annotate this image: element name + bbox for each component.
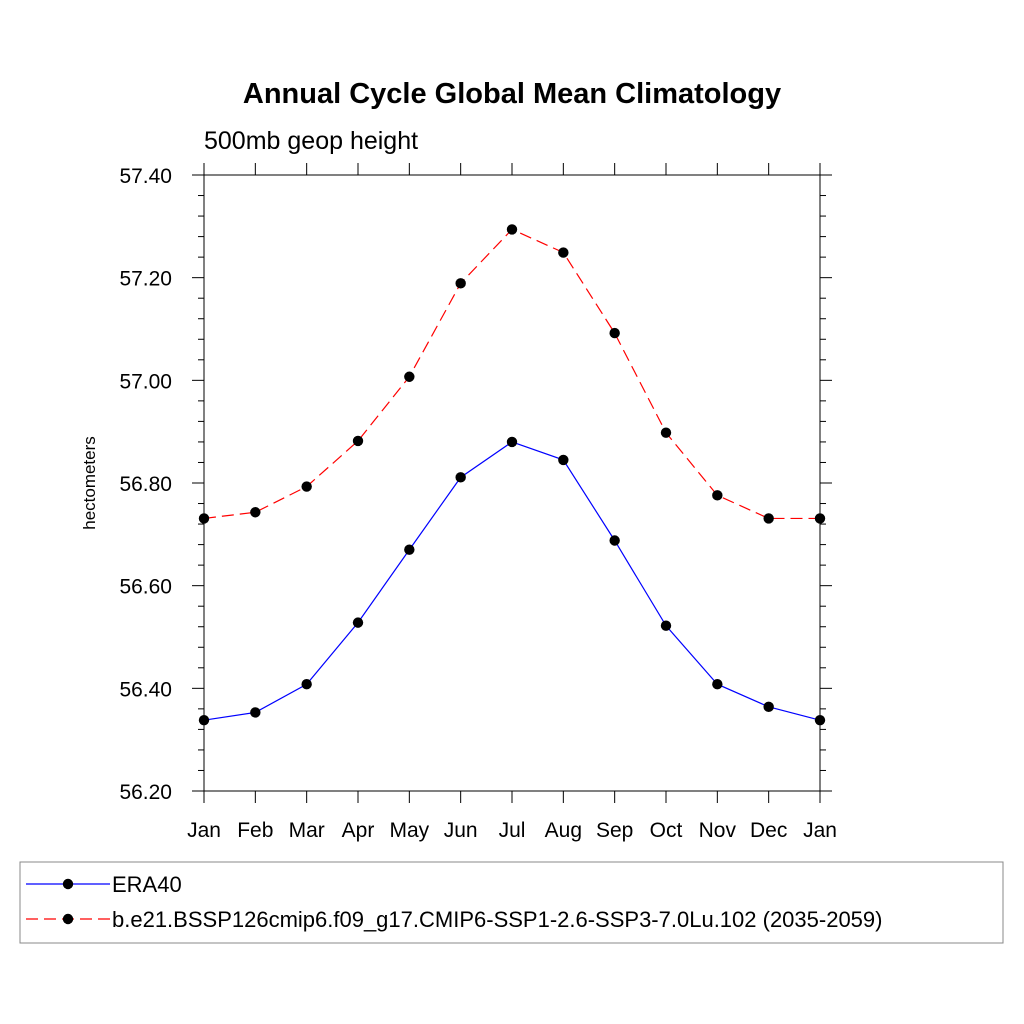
- x-tick-label: Oct: [650, 819, 683, 842]
- chart-subtitle: 500mb geop height: [204, 127, 418, 155]
- data-point-series-1: [455, 278, 466, 289]
- data-point-series-0: [712, 679, 723, 690]
- y-tick-label: 56.20: [119, 781, 172, 804]
- data-point-series-0: [660, 620, 672, 631]
- data-point-series-0: [814, 714, 826, 726]
- x-tick-label: May: [389, 819, 429, 842]
- legend-label-1: b.e21.BSSP126cmip6.f09_g17.CMIP6-SSP1-2.…: [112, 907, 882, 932]
- legend-box: [19, 861, 1004, 944]
- data-point-series-0: [558, 454, 569, 466]
- data-point-series-1: [609, 327, 620, 339]
- x-tick-label: Jan: [187, 819, 221, 842]
- data-point-series-1: [558, 247, 569, 258]
- data-point-series-1: [506, 224, 518, 235]
- data-point-series-1: [250, 507, 261, 518]
- data-point-series-1: [660, 427, 672, 438]
- axis-ticks: Jan Feb Mar Apr May Jun Jul Aug Sep Oct Nov Dec Jan 5…: [119, 163, 837, 842]
- data-point-series-1: [712, 490, 723, 501]
- series-layer: [198, 224, 826, 726]
- x-tick-label: Jul: [499, 819, 526, 842]
- data-point-series-1: [352, 435, 364, 447]
- plot-frame: [203, 174, 821, 792]
- data-point-series-1: [763, 513, 774, 524]
- data-point-series-0: [506, 436, 518, 448]
- x-tick-label: Dec: [750, 819, 787, 842]
- y-tick-label: 56.80: [119, 473, 172, 496]
- data-point-series-1: [404, 371, 415, 382]
- y-tick-label: 57.00: [119, 370, 172, 393]
- y-tick-label: 57.20: [119, 268, 172, 291]
- x-tick-label: Sep: [596, 819, 633, 842]
- x-tick-label: Jan: [803, 819, 837, 842]
- x-tick-label: Apr: [342, 819, 375, 842]
- x-tick-label: Feb: [237, 819, 273, 842]
- legend: ERA40 b.e21.BSSP126cmip6.f09_g17.CMIP6-SS…: [26, 872, 882, 932]
- x-tick-label: Jun: [444, 819, 478, 842]
- data-point-series-0: [404, 544, 415, 555]
- y-tick-label: 57.40: [119, 165, 172, 188]
- data-point-series-0: [198, 714, 210, 726]
- x-tick-label: Aug: [545, 819, 582, 842]
- series-line-1: [203, 228, 820, 520]
- x-tick-label: Nov: [699, 819, 737, 842]
- y-tick-label: 56.60: [119, 576, 172, 599]
- data-point-series-0: [301, 679, 312, 690]
- data-point-series-1: [814, 513, 826, 524]
- y-tick-label: 56.40: [119, 678, 172, 701]
- data-point-series-0: [455, 472, 466, 483]
- legend-label-0: ERA40: [112, 872, 182, 897]
- data-point-series-0: [609, 535, 620, 546]
- data-point-series-0: [250, 707, 261, 718]
- legend-marker-0: [62, 878, 74, 890]
- chart-title: Annual Cycle Global Mean Climatology: [243, 78, 781, 110]
- series-line-0: [203, 441, 821, 721]
- data-point-series-0: [352, 617, 364, 628]
- data-point-series-1: [198, 513, 210, 524]
- y-axis-label: hectometers: [80, 436, 99, 530]
- data-point-series-0: [763, 701, 774, 713]
- data-point-series-1: [301, 481, 312, 492]
- x-tick-label: Mar: [289, 819, 325, 842]
- legend-marker-1: [62, 913, 74, 925]
